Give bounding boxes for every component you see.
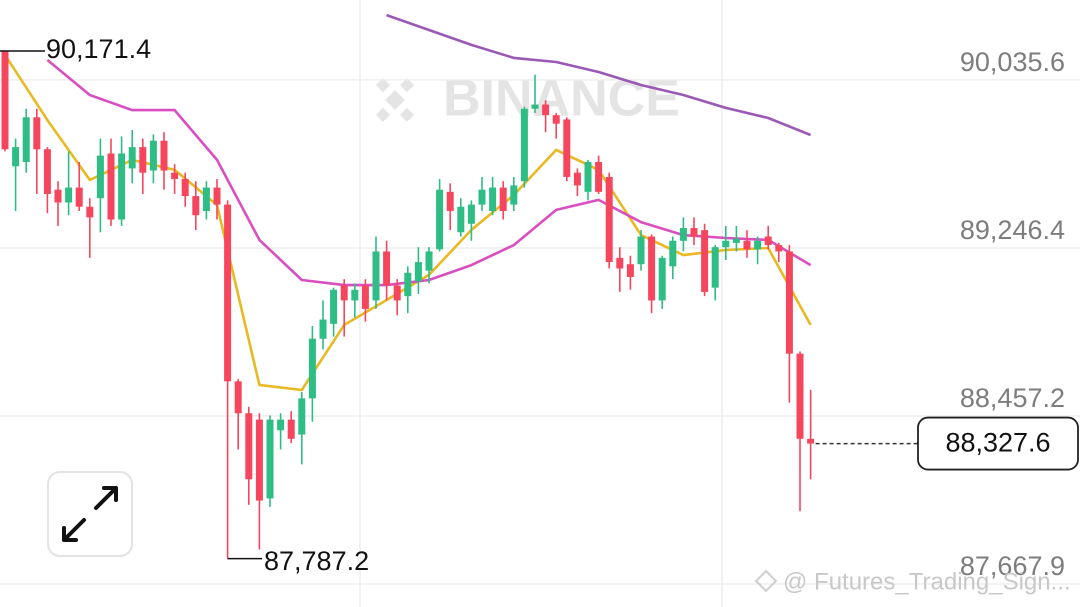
- candle-body: [372, 251, 380, 301]
- moving-average-line: [386, 13, 812, 137]
- candle-body: [213, 187, 221, 205]
- candle-body: [287, 419, 295, 439]
- candle-body: [404, 272, 412, 297]
- candle-body: [775, 245, 783, 252]
- candle-body: [160, 140, 168, 171]
- candle-body: [22, 117, 30, 163]
- candle-body: [340, 285, 348, 301]
- candle-body: [277, 419, 285, 431]
- candle-body: [75, 187, 83, 207]
- candle-body: [351, 289, 359, 301]
- candle-body: [192, 196, 200, 216]
- candle-body: [436, 189, 444, 250]
- expand-button-frame[interactable]: [47, 471, 133, 557]
- candle-body: [457, 206, 465, 233]
- candle-body: [510, 185, 518, 205]
- last-price-label: 88,327.6: [945, 428, 1050, 458]
- candle-body: [701, 230, 709, 292]
- candle-body: [722, 240, 730, 248]
- candle-body: [319, 319, 327, 339]
- candle-body: [637, 236, 645, 265]
- candle-body: [552, 115, 560, 124]
- candle-body: [732, 238, 740, 243]
- candle-body: [754, 240, 762, 250]
- candle-body: [764, 236, 772, 246]
- candle-body: [595, 162, 603, 192]
- candle-body: [626, 264, 634, 277]
- candle-body: [584, 162, 592, 192]
- candle-body: [202, 187, 210, 211]
- candle-body: [743, 240, 751, 250]
- candle-body: [330, 289, 338, 324]
- candle-body: [679, 228, 687, 241]
- expand-icon[interactable]: [62, 486, 118, 542]
- candle-body: [711, 247, 719, 288]
- footer-text: @ Futures_Trading_Sign...: [783, 568, 1071, 595]
- candle-body: [796, 353, 804, 439]
- candle-body: [499, 187, 507, 211]
- watermark-text: BINANCE: [443, 70, 680, 128]
- candle-body: [149, 140, 157, 171]
- footer-logo: [754, 569, 778, 593]
- candle-body: [785, 251, 793, 354]
- candle-body: [86, 206, 94, 218]
- y-tick-label: 90,035.6: [960, 47, 1065, 77]
- candle-body: [181, 179, 189, 197]
- candle-body: [308, 338, 316, 399]
- candle-body: [12, 147, 20, 167]
- candle-body: [245, 413, 253, 480]
- watermark-logo: [375, 78, 415, 122]
- candle-body: [425, 251, 433, 271]
- candle-body: [393, 285, 401, 301]
- candle-body: [648, 236, 656, 301]
- candle-body: [414, 262, 422, 282]
- candle-body: [65, 187, 73, 203]
- candle-body: [446, 191, 454, 211]
- candle-body: [690, 228, 698, 237]
- y-tick-label: 88,457.2: [960, 383, 1065, 413]
- candle-body: [361, 285, 369, 309]
- candle-body: [520, 108, 528, 182]
- candle-body: [107, 153, 115, 220]
- candle-body: [33, 117, 41, 150]
- candle-body: [43, 149, 51, 194]
- candle-body: [171, 172, 179, 180]
- candle-body: [298, 398, 306, 435]
- candle-body: [489, 187, 497, 211]
- candle-body: [531, 104, 539, 109]
- expand-button[interactable]: [47, 471, 133, 557]
- low-marker-label: 87,787.2: [264, 546, 369, 576]
- plot: 90,035.6 89,246.4 88,457.2 87,667.9 90,171.4…: [0, 13, 1080, 585]
- candle-body: [563, 119, 571, 177]
- candle-body: [54, 189, 62, 203]
- candle-body: [573, 172, 581, 186]
- candle-body: [96, 155, 104, 199]
- candle-body: [118, 153, 126, 220]
- y-tick-label: 87,667.9: [960, 551, 1065, 581]
- candle-body: [266, 419, 274, 499]
- candle-body: [467, 204, 475, 224]
- candle-body: [658, 257, 666, 301]
- candle-body: [224, 204, 232, 382]
- y-tick-label: 89,246.4: [960, 215, 1065, 245]
- candle-body: [616, 257, 624, 269]
- candle-body: [605, 176, 613, 263]
- last-price-box: [917, 416, 1079, 471]
- candle-body: [139, 147, 147, 173]
- candle-body: [1, 51, 9, 150]
- candle-body: [383, 251, 391, 286]
- candle-body: [234, 381, 242, 414]
- candle-body: [128, 147, 136, 169]
- candle-body: [478, 189, 486, 205]
- candle-body: [669, 240, 677, 267]
- candle-body: [542, 104, 550, 116]
- footer: @ Futures_Trading_Sign...: [754, 568, 1071, 595]
- candle-body: [807, 438, 815, 444]
- high-marker-label: 90,171.4: [46, 34, 151, 64]
- candle-body: [255, 419, 263, 501]
